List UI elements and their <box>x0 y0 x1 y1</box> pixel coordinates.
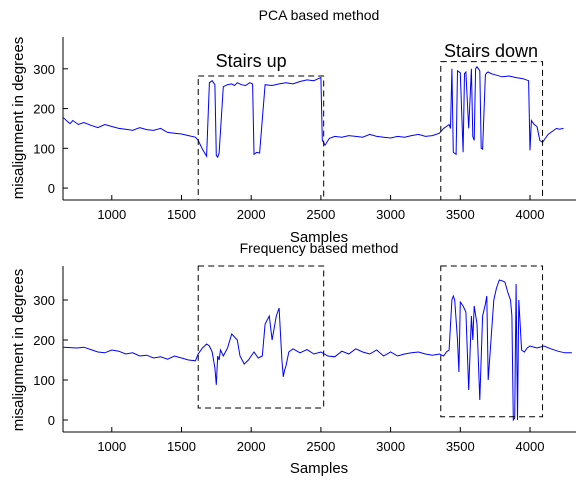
x-tick-label: 1500 <box>167 439 196 454</box>
dashed-highlight-box <box>440 265 544 418</box>
series-line-layer <box>62 279 572 422</box>
x-axis-label: Samples <box>290 460 348 477</box>
series-line <box>62 279 572 422</box>
dashed-highlight-box <box>197 265 325 409</box>
chart-title: Frequency based method <box>240 240 399 256</box>
x-tick-label: 3500 <box>446 439 475 454</box>
annotation-label: Stairs down <box>444 41 538 61</box>
y-tick-label: 0 <box>48 181 55 196</box>
x-tick-label: 3500 <box>446 207 475 222</box>
x-tick-label: 1000 <box>97 439 126 454</box>
y-tick-label: 300 <box>33 62 55 77</box>
x-tick-label: 4000 <box>516 439 545 454</box>
y-axis-label: misalignment in degrees <box>10 37 27 200</box>
y-tick-label: 100 <box>33 141 55 156</box>
series-line-layer <box>62 65 564 159</box>
x-axis-label: Samples <box>290 229 348 246</box>
x-tick-label: 2500 <box>306 207 335 222</box>
x-tick-label: 3000 <box>376 439 405 454</box>
x-tick-label: 2500 <box>306 439 335 454</box>
y-tick-label: 200 <box>33 333 55 348</box>
y-axis-label: misalignment in degrees <box>10 269 27 432</box>
x-tick-label: 2000 <box>237 439 266 454</box>
x-tick-label: 2000 <box>237 207 266 222</box>
x-tick-label: 1500 <box>167 207 196 222</box>
x-tick-label: 4000 <box>516 207 545 222</box>
chart-title: PCA based method <box>259 7 380 23</box>
pca-chart-panel: PCA based method misalignment in degrees… <box>10 7 576 246</box>
series-line <box>62 65 564 159</box>
highlight-boxes <box>197 61 544 201</box>
highlight-boxes <box>197 265 544 418</box>
y-tick-label: 100 <box>33 373 55 388</box>
dashed-highlight-box <box>440 61 544 201</box>
dashed-highlight-box <box>197 75 325 201</box>
axes: 1000 1500 2000 2500 3000 3500 4000 0 100 200 300 <box>33 266 576 454</box>
x-tick-label: 1000 <box>97 207 126 222</box>
annotations: Stairs up Stairs down <box>216 41 538 71</box>
frequency-chart-panel: Frequency based method misalignment in d… <box>10 240 576 477</box>
y-tick-label: 0 <box>48 413 55 428</box>
annotation-label: Stairs up <box>216 51 287 71</box>
axes: 1000 1500 2000 2500 3000 3500 4000 0 100 200 300 <box>33 37 576 222</box>
y-tick-label: 200 <box>33 102 55 117</box>
y-tick-label: 300 <box>33 293 55 308</box>
x-tick-label: 3000 <box>376 207 405 222</box>
